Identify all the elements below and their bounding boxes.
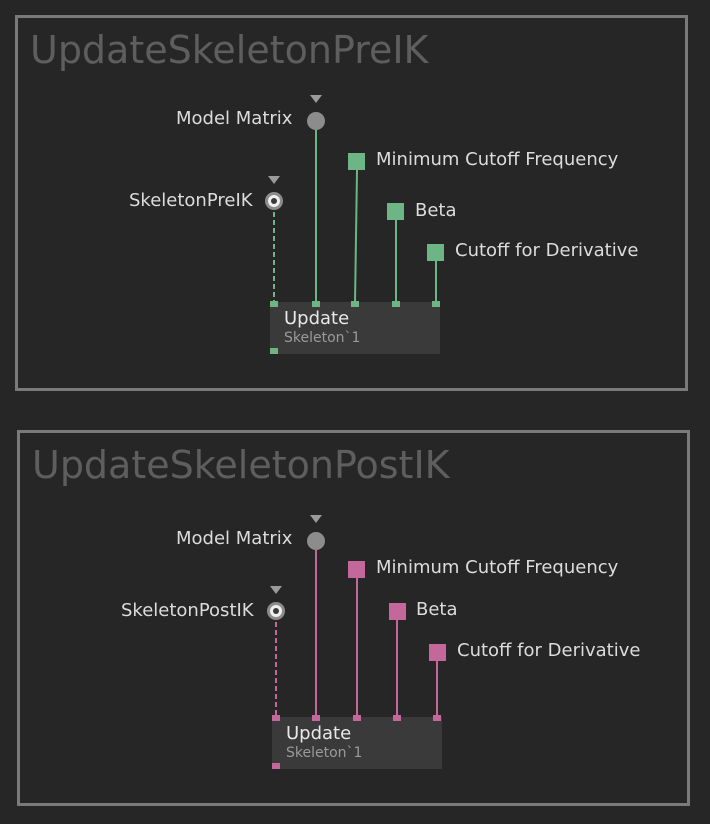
beta-pin-icon <box>387 203 404 220</box>
triangle-down-icon <box>270 586 282 594</box>
min-cutoff-label: Minimum Cutoff Frequency <box>376 557 619 578</box>
model-matrix-pin-icon <box>307 532 325 550</box>
port-icon <box>312 301 320 307</box>
min-cutoff-pin-icon <box>348 153 365 170</box>
skeleton-source-label: SkeletonPreIK <box>129 190 253 211</box>
skeleton-source-label: SkeletonPostIK <box>121 600 254 621</box>
beta-label: Beta <box>415 200 457 221</box>
port-icon <box>393 715 401 721</box>
port-icon <box>272 763 280 769</box>
triangle-down-icon <box>310 515 322 523</box>
group-title: UpdateSkeletonPreIK <box>30 28 429 72</box>
min-cutoff-pin-icon <box>348 561 365 578</box>
update-node[interactable]: Update Skeleton`1 <box>272 717 442 769</box>
cutoff-derivative-pin-icon <box>427 244 444 261</box>
port-icon <box>272 715 280 721</box>
beta-pin-icon <box>389 603 406 620</box>
port-icon <box>392 301 400 307</box>
port-icon <box>312 715 320 721</box>
cutoff-derivative-pin-icon <box>429 644 446 661</box>
node-subtitle: Skeleton`1 <box>284 330 361 346</box>
triangle-down-icon <box>310 95 322 103</box>
port-icon <box>270 301 278 307</box>
port-icon <box>270 348 278 354</box>
node-title: Update <box>286 723 352 744</box>
min-cutoff-label: Minimum Cutoff Frequency <box>376 149 619 170</box>
group-title: UpdateSkeletonPostIK <box>32 443 450 487</box>
port-icon <box>432 301 440 307</box>
cutoff-derivative-label: Cutoff for Derivative <box>457 640 641 661</box>
cutoff-derivative-label: Cutoff for Derivative <box>455 240 639 261</box>
port-icon <box>433 715 441 721</box>
triangle-down-icon <box>268 176 280 184</box>
node-title: Update <box>284 308 350 329</box>
min-cutoff-wire <box>354 169 358 305</box>
port-icon <box>351 301 359 307</box>
node-subtitle: Skeleton`1 <box>286 745 363 761</box>
update-node[interactable]: Update Skeleton`1 <box>270 302 440 354</box>
port-icon <box>353 715 361 721</box>
model-matrix-pin-icon <box>307 112 325 130</box>
beta-label: Beta <box>416 599 458 620</box>
model-matrix-label: Model Matrix <box>176 528 293 549</box>
model-matrix-label: Model Matrix <box>176 108 293 129</box>
